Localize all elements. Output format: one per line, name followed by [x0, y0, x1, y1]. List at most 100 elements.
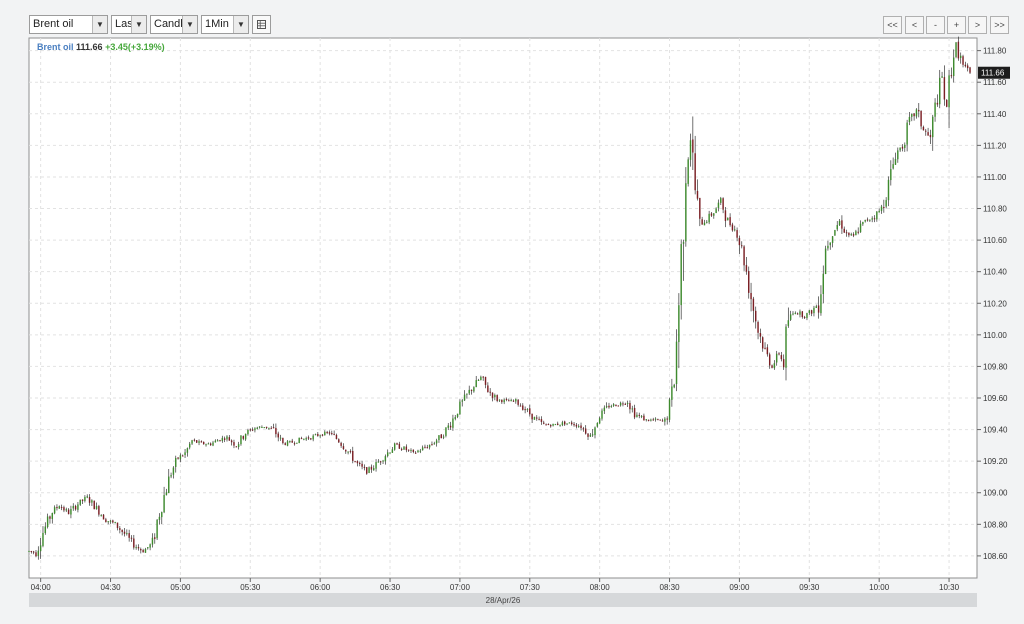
candle-up — [703, 222, 706, 226]
scroll-to-end-button[interactable]: >> — [990, 16, 1009, 34]
candle-up — [554, 424, 557, 426]
candle-up — [419, 450, 422, 452]
candle-down — [121, 529, 123, 532]
candle-up — [91, 500, 93, 503]
candle-down — [366, 467, 368, 474]
price-type-select[interactable]: Last ▼ — [111, 15, 147, 34]
candle-up — [626, 402, 629, 404]
candle-down — [659, 419, 661, 421]
candle-down — [969, 67, 971, 73]
candle-down — [193, 439, 196, 441]
candle-down — [195, 440, 198, 443]
candle-down — [512, 400, 515, 402]
candle-up — [256, 427, 258, 429]
candle-down — [729, 217, 731, 226]
y-tick-label: 109.20 — [983, 457, 1008, 466]
scroll-to-start-button[interactable]: << — [883, 16, 902, 34]
candle-up — [44, 526, 47, 534]
candle-down — [757, 322, 759, 333]
chart-style-select[interactable]: Candle ▼ — [150, 15, 198, 34]
y-tick-label: 110.60 — [983, 236, 1007, 245]
candle-down — [540, 419, 543, 422]
x-tick-label: 08:00 — [590, 583, 611, 592]
candle-up — [445, 427, 447, 436]
chevron-down-icon: ▼ — [131, 16, 146, 33]
candle-up — [212, 442, 214, 446]
price-chart[interactable]: 108.60 108.80 109.00 109.20 109.40 109.60 109.… — [0, 0, 1024, 593]
candle-up — [221, 437, 224, 441]
candle-down — [843, 228, 845, 233]
candle-up — [247, 429, 249, 435]
candle-down — [491, 392, 494, 398]
candle-down — [32, 551, 35, 553]
candle-down — [624, 403, 627, 405]
zoom-out-button[interactable]: - — [926, 16, 945, 34]
candle-down — [405, 446, 408, 451]
candle-down — [557, 423, 559, 425]
interval-select[interactable]: 1Min ▼ — [201, 15, 249, 34]
y-tick-label: 111.20 — [983, 141, 1007, 150]
candle-up — [410, 449, 412, 451]
y-tick-label: 108.80 — [983, 520, 1008, 529]
candle-up — [42, 532, 44, 546]
candle-up — [39, 545, 42, 552]
candle-down — [696, 190, 699, 199]
candle-up — [878, 210, 880, 213]
candle-up — [53, 507, 56, 514]
instrument-select[interactable]: Brent oil ▼ — [29, 15, 108, 34]
candle-up — [838, 220, 841, 226]
candle-up — [188, 443, 191, 448]
candle-down — [354, 461, 356, 463]
candle-down — [396, 443, 398, 445]
candle-down — [841, 220, 843, 229]
scroll-left-button[interactable]: < — [905, 16, 924, 34]
candle-down — [922, 126, 925, 131]
candle-up — [568, 422, 571, 424]
candle-down — [349, 451, 352, 453]
candle-up — [72, 506, 74, 509]
candle-down — [582, 428, 585, 430]
candle-up — [393, 443, 396, 450]
zoom-in-button[interactable]: + — [947, 16, 966, 34]
candle-up — [515, 399, 517, 402]
scroll-right-button[interactable]: > — [968, 16, 987, 34]
candle-down — [359, 462, 361, 464]
candle-down — [487, 385, 489, 393]
candle-up — [158, 516, 161, 520]
candle-down — [251, 429, 254, 431]
candle-up — [591, 434, 594, 436]
candle-down — [307, 437, 310, 439]
candle-down — [321, 434, 324, 436]
candle-up — [77, 504, 79, 510]
candle-up — [799, 311, 801, 315]
candle-up — [673, 384, 675, 388]
candle-up — [244, 433, 247, 440]
candle-up — [156, 519, 158, 539]
candle-down — [128, 533, 130, 538]
candle-down — [88, 497, 91, 503]
candle-up — [198, 441, 200, 443]
candle-down — [780, 355, 783, 360]
candle-up — [605, 406, 608, 408]
candle-up — [948, 75, 950, 108]
candle-up — [654, 418, 657, 420]
candle-up — [168, 476, 170, 493]
candle-down — [647, 419, 650, 421]
candle-up — [314, 434, 317, 436]
candle-up — [552, 423, 554, 426]
candle-down — [326, 431, 328, 433]
candle-up — [289, 440, 291, 442]
candle-down — [738, 238, 741, 246]
candle-up — [789, 314, 792, 320]
candle-down — [177, 457, 179, 459]
candle-down — [529, 408, 531, 415]
candle-down — [962, 56, 964, 65]
candle-down — [918, 109, 920, 112]
candle-up — [831, 236, 834, 243]
candle-down — [49, 516, 51, 519]
indicators-button[interactable] — [252, 15, 271, 34]
time-scrollbar[interactable] — [29, 593, 977, 607]
candle-up — [850, 234, 852, 236]
candle-down — [270, 427, 272, 429]
candle-up — [890, 169, 892, 181]
